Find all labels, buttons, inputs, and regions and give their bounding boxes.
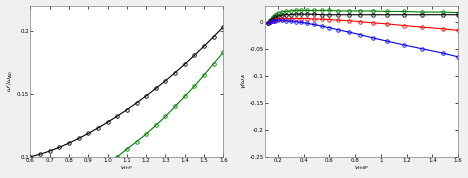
Y-axis label: $\gamma/\omega_A$: $\gamma/\omega_A$ [239,73,248,89]
X-axis label: $v_{thP}$: $v_{thP}$ [120,164,133,172]
X-axis label: $v_{thEP}$: $v_{thEP}$ [354,164,369,172]
Y-axis label: $\omega^r/\omega_{A0}$: $\omega^r/\omega_{A0}$ [6,70,15,92]
